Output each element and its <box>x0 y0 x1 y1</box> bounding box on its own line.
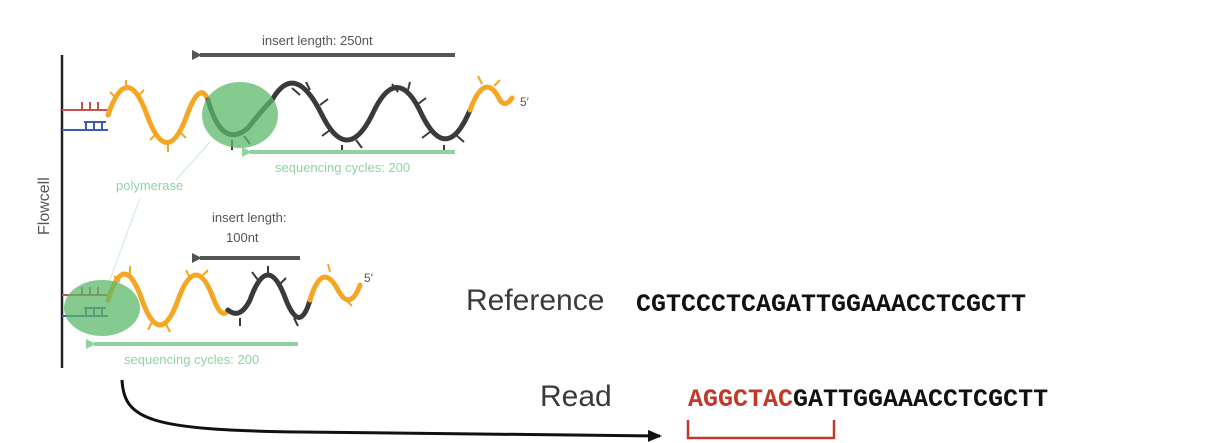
adapter-bracket <box>686 420 836 440</box>
reference-sequence: CGTCCCTCAGATTGGAAACCTCGCTT <box>636 290 1027 319</box>
bottom-insert-label-line1: insert length: <box>212 210 286 225</box>
top-fragment: 5′ insert length: 250nt sequencing cycle… <box>62 33 530 175</box>
top-adapter-bases <box>109 75 501 152</box>
bottom-polymerase <box>64 280 140 336</box>
read-sequence: AGGCTACGATTGGAAACCTCGCTT <box>688 385 1048 414</box>
top-anchor-blue <box>62 121 108 131</box>
reference-label: Reference <box>466 284 605 317</box>
read-matching-segment: GATTGGAAACCTCGCTT <box>793 385 1049 414</box>
bottom-cycles-label: sequencing cycles: 200 <box>124 352 259 367</box>
bottom-five-prime: 5′ <box>364 271 374 285</box>
top-adapter-left <box>105 85 211 145</box>
top-cycles-label: sequencing cycles: 200 <box>275 160 410 175</box>
polymerase-pointer-top <box>175 141 211 181</box>
readthrough-arrow <box>120 379 662 442</box>
read-adapter-segment: AGGCTAC <box>688 385 794 414</box>
top-anchor-red <box>62 102 108 111</box>
bottom-insert-label-line2: 100nt <box>226 230 259 245</box>
bottom-adapter-right <box>307 274 363 303</box>
bottom-insert-bases <box>239 266 299 327</box>
flowcell-label: Flowcell <box>36 177 53 235</box>
top-adapter-right <box>467 84 515 113</box>
polymerase-label: polymerase <box>116 178 183 193</box>
top-insert-label: insert length: 250nt <box>262 33 373 48</box>
bottom-insert <box>225 272 313 320</box>
bottom-fragment: 5′ insert length: 100nt sequencing cycle… <box>62 210 374 367</box>
polymerase-pointer-bottom <box>107 197 141 286</box>
read-label: Read <box>540 380 612 413</box>
top-polymerase <box>202 82 278 148</box>
bottom-adapter-left <box>105 271 231 328</box>
bottom-adapter-bases <box>113 263 353 333</box>
top-five-prime: 5′ <box>520 95 530 109</box>
